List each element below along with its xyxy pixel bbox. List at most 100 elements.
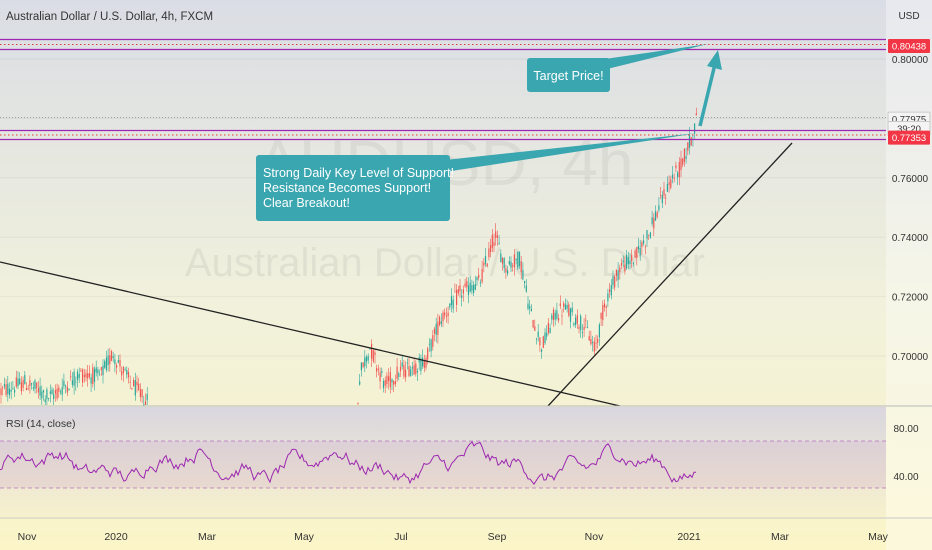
candle-body xyxy=(631,254,633,261)
candle-body xyxy=(144,401,147,405)
time-label: 2020 xyxy=(104,531,128,543)
ascending-trendline[interactable] xyxy=(547,142,793,407)
candle-body xyxy=(685,155,687,159)
candle-body xyxy=(124,369,126,371)
target-zone[interactable] xyxy=(0,38,886,51)
candle-body xyxy=(609,289,611,292)
rsi-tick-40: 40.00 xyxy=(893,472,918,483)
rsi-band xyxy=(0,441,886,488)
candle-body xyxy=(139,389,141,398)
candle-body xyxy=(658,205,660,210)
candle-body xyxy=(484,256,487,264)
candle-body xyxy=(49,391,51,394)
candle-body xyxy=(416,371,419,373)
candle-body xyxy=(102,365,104,376)
candle-body xyxy=(559,303,561,307)
candle-body xyxy=(41,391,43,399)
candle-body xyxy=(471,285,473,291)
candle-body xyxy=(546,332,548,337)
candle-body xyxy=(614,276,616,288)
candle-body xyxy=(680,158,682,171)
candle-body xyxy=(20,382,22,392)
candle-body xyxy=(104,361,106,368)
candle-body xyxy=(670,179,672,188)
time-axis[interactable]: Nov 2020 Mar May Jul Sep Nov 2021 Mar May xyxy=(18,531,889,543)
candle-body xyxy=(656,212,658,217)
target-price-badge: 0.80438 xyxy=(888,38,930,53)
candle-body xyxy=(539,337,541,346)
candle-body xyxy=(473,285,475,293)
candle-body xyxy=(114,359,116,365)
candle-body xyxy=(388,376,390,382)
candle-body xyxy=(547,322,549,333)
candle-body xyxy=(464,283,466,287)
target-callout[interactable]: Target Price! xyxy=(527,58,610,92)
candle-body xyxy=(63,380,65,387)
candle-body xyxy=(61,387,63,395)
support-callout[interactable]: Strong Daily Key Level of Support! Resis… xyxy=(256,155,454,221)
candle-body xyxy=(92,367,94,385)
candle-body xyxy=(646,230,648,239)
candle-body xyxy=(422,357,424,367)
candle-body xyxy=(88,373,90,377)
candle-body xyxy=(558,318,560,321)
support-level-badge: 0.77353 xyxy=(888,130,930,145)
candle-body xyxy=(654,211,657,221)
candle-body xyxy=(612,276,614,286)
candle-body xyxy=(517,251,519,268)
candle-body xyxy=(593,341,595,352)
candle-body xyxy=(673,177,675,179)
candle-body xyxy=(660,194,662,196)
candle-body xyxy=(551,315,553,320)
candle-body xyxy=(386,375,388,385)
candle-body xyxy=(605,306,607,308)
candle-body xyxy=(622,260,624,263)
candle-body xyxy=(97,369,99,374)
candle-body xyxy=(384,380,386,386)
candle-body xyxy=(694,123,696,134)
candle-body xyxy=(493,242,495,246)
candle-body xyxy=(619,267,621,273)
candle-body xyxy=(626,255,628,269)
candle-body xyxy=(525,285,527,292)
candle-body xyxy=(391,379,393,383)
candle-body xyxy=(129,381,131,383)
price-tick: 0.70000 xyxy=(892,352,929,363)
time-label: Jul xyxy=(394,531,407,543)
time-label: Nov xyxy=(585,531,604,543)
candle-body xyxy=(423,360,425,368)
candle-body xyxy=(54,390,56,394)
candle-body xyxy=(401,362,403,367)
candle-body xyxy=(107,355,109,366)
descending-trendline[interactable] xyxy=(0,261,621,407)
candle-body xyxy=(411,366,413,369)
candle-body xyxy=(403,365,405,377)
target-callout-text: Target Price! xyxy=(533,69,603,83)
candle-body xyxy=(396,366,398,379)
candle-body xyxy=(513,254,515,268)
candle-body xyxy=(116,365,118,368)
candle-body xyxy=(428,343,430,345)
chart-title: Australian Dollar / U.S. Dollar, 4h, FXC… xyxy=(6,11,213,23)
candle-body xyxy=(690,137,692,146)
breakout-arrow[interactable] xyxy=(698,50,722,127)
candle-body xyxy=(583,326,585,330)
candle-body xyxy=(687,142,689,151)
candle-body xyxy=(121,371,123,376)
candle-body xyxy=(648,234,650,236)
candle-body xyxy=(479,282,481,284)
candle-body xyxy=(588,336,590,341)
candle-body xyxy=(134,379,136,396)
candle-body xyxy=(381,370,383,373)
candle-body xyxy=(71,380,73,385)
support-zone[interactable] xyxy=(0,129,886,141)
candle-body xyxy=(486,263,488,267)
rsi-label: RSI (14, close) xyxy=(6,418,75,430)
candle-body xyxy=(17,378,19,387)
candle-body xyxy=(10,389,12,392)
candle-body xyxy=(442,312,444,322)
candle-body xyxy=(430,339,432,352)
candle-body xyxy=(476,277,478,281)
candle-body xyxy=(389,372,391,388)
